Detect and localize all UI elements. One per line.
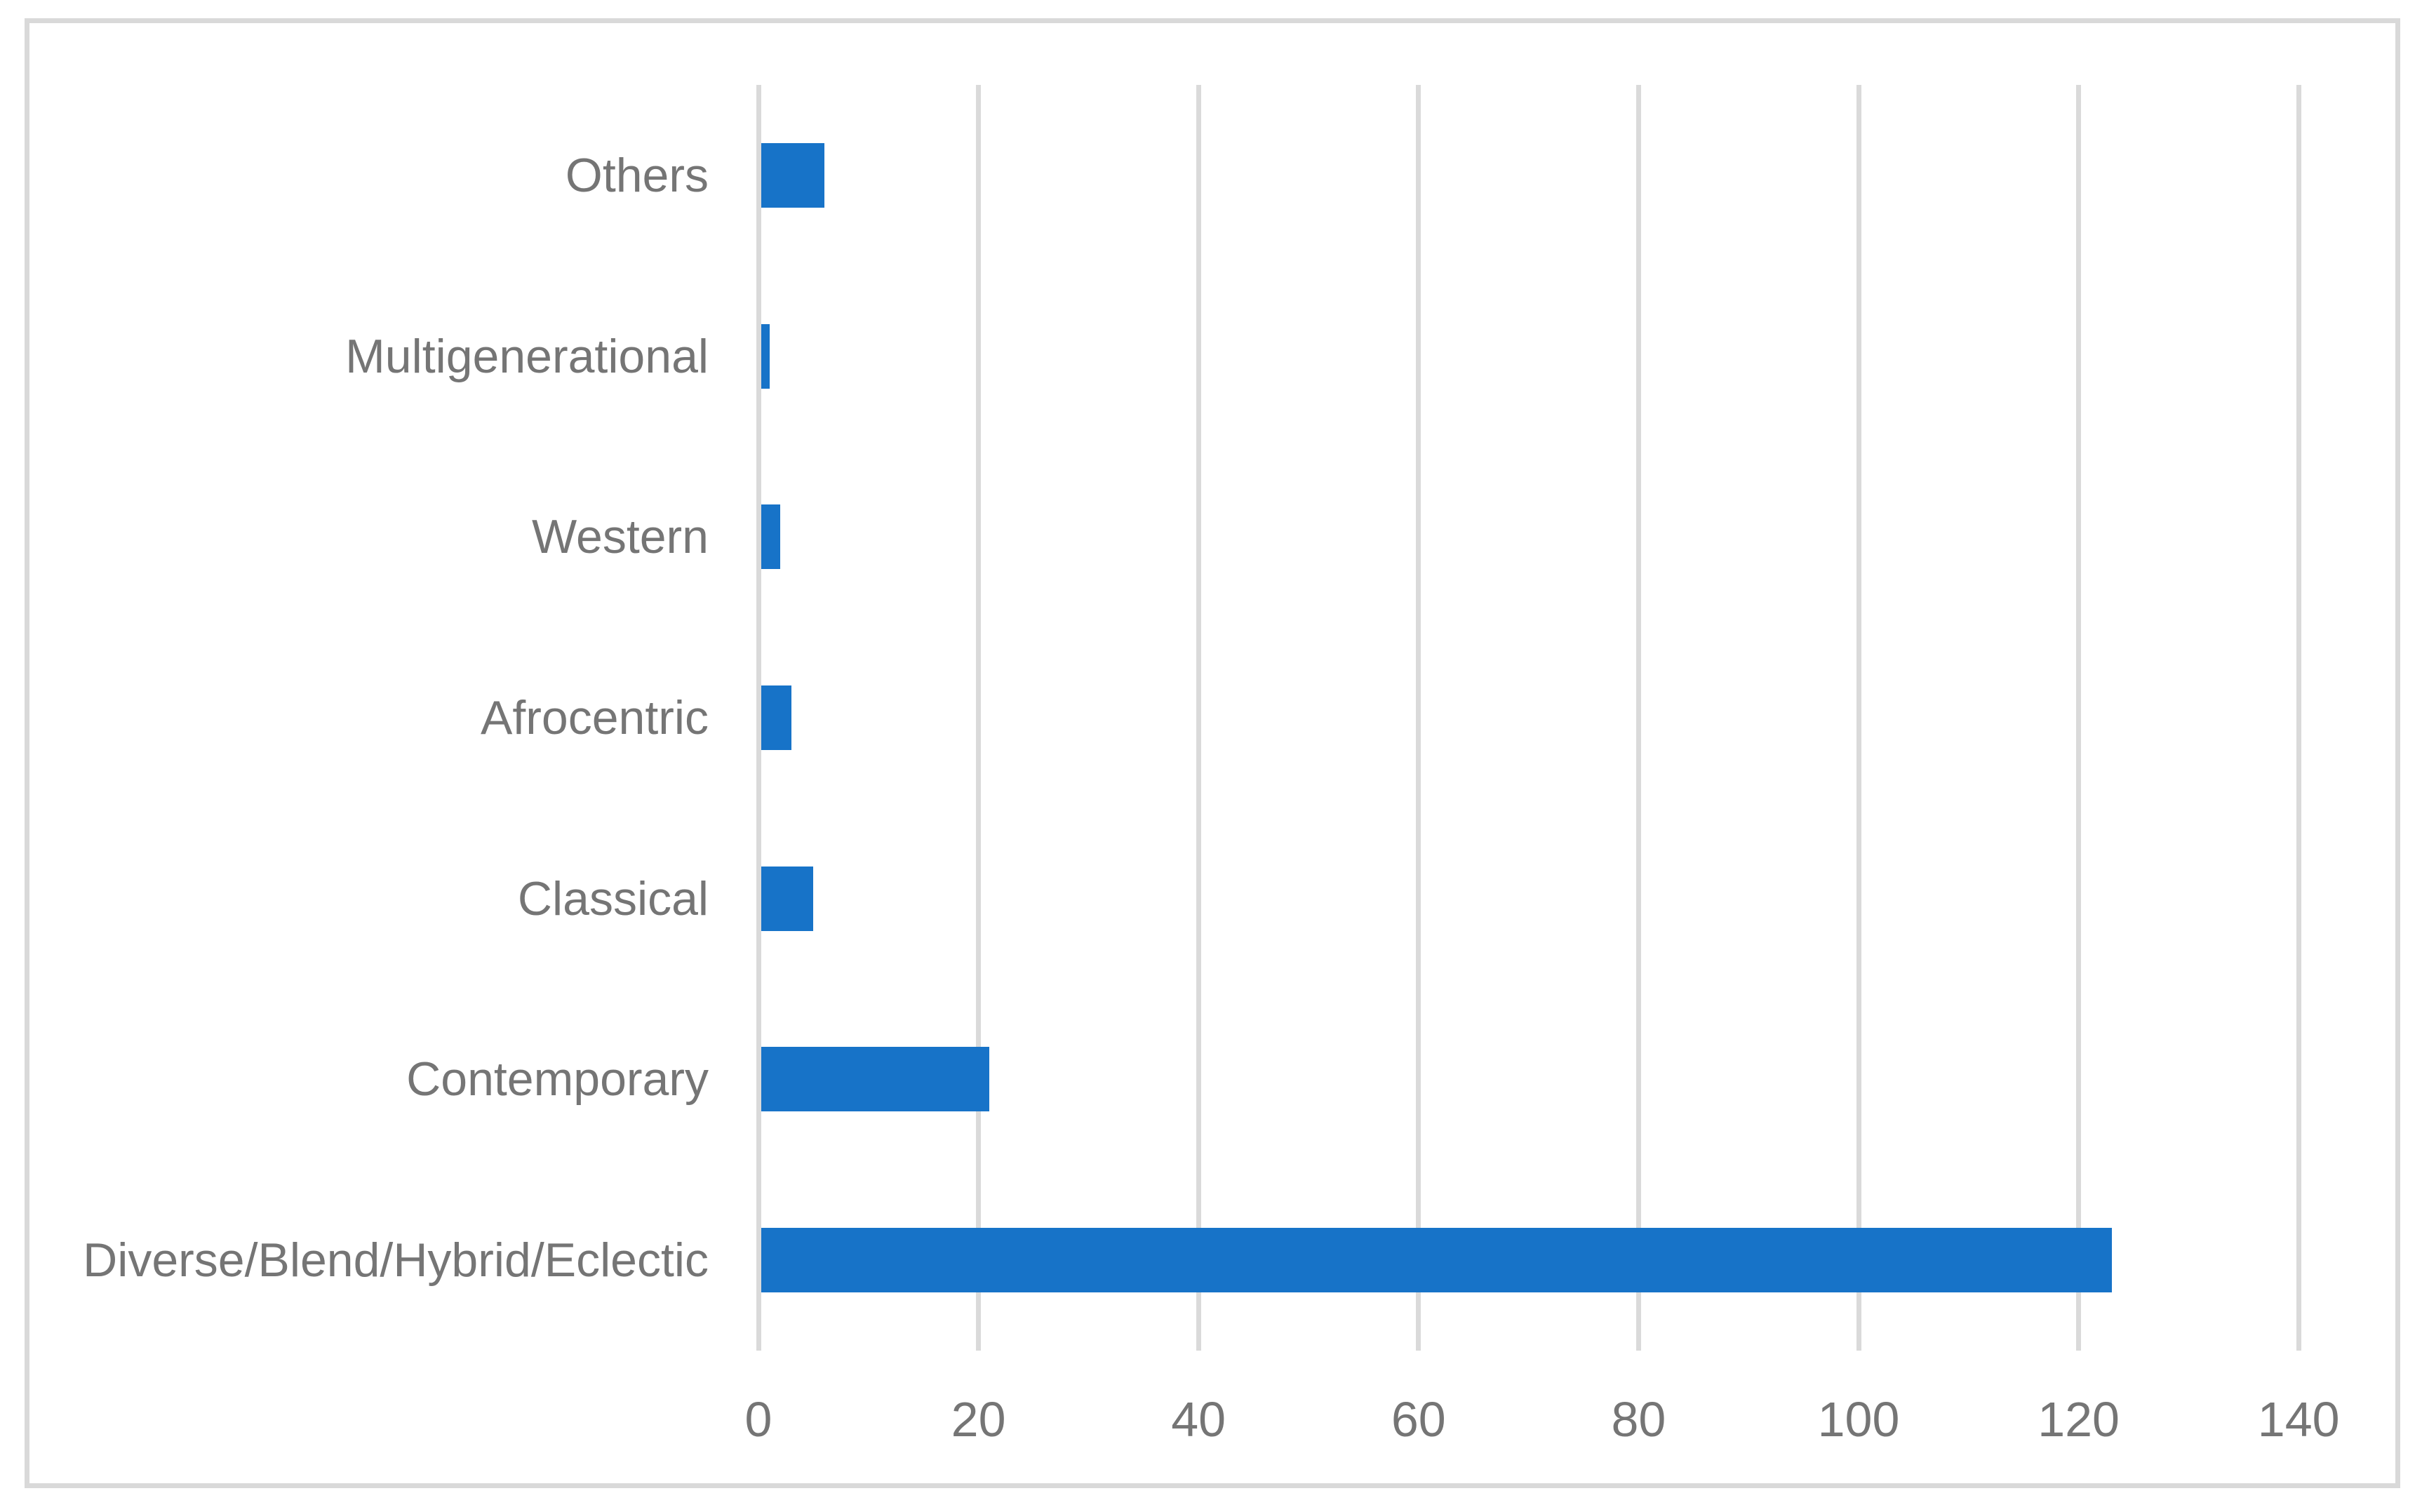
bar-western — [761, 504, 781, 570]
y-axis-line — [756, 85, 761, 1351]
category-label-contemporary: Contemporary — [406, 1052, 709, 1106]
x-axis-tick-label-0: 0 — [744, 1392, 772, 1447]
gridline-80 — [1635, 85, 1641, 1351]
category-label-western: Western — [532, 510, 709, 564]
x-axis-tick-label-140: 140 — [2257, 1392, 2340, 1447]
x-axis-tick-label-100: 100 — [1817, 1392, 1900, 1447]
x-axis-tick-label-120: 120 — [2038, 1392, 2120, 1447]
x-axis-tick-label-40: 40 — [1171, 1392, 1226, 1447]
bar-diverse-blend-hybrid-eclectic — [761, 1228, 2112, 1293]
gridline-20 — [976, 85, 982, 1351]
bar-afrocentric — [761, 685, 792, 750]
bar-contemporary — [761, 1047, 990, 1112]
category-label-others: Others — [565, 148, 709, 202]
category-label-diverse-blend-hybrid-eclectic: Diverse/Blend/Hybrid/Eclectic — [83, 1233, 709, 1287]
bar-others — [761, 142, 825, 208]
gridline-100 — [1856, 85, 1861, 1351]
category-label-multigenerational: Multigenerational — [345, 329, 709, 383]
x-axis-tick-label-20: 20 — [951, 1392, 1006, 1447]
x-axis-tick-label-60: 60 — [1391, 1392, 1446, 1447]
bar-classical — [761, 866, 814, 931]
category-label-classical: Classical — [517, 871, 709, 925]
gridline-120 — [2076, 85, 2082, 1351]
gridline-140 — [2296, 85, 2301, 1351]
gridline-40 — [1196, 85, 1201, 1351]
gridline-60 — [1416, 85, 1421, 1351]
bar-multigenerational — [761, 323, 770, 389]
x-axis-tick-label-80: 80 — [1611, 1392, 1666, 1447]
category-label-afrocentric: Afrocentric — [481, 691, 709, 744]
